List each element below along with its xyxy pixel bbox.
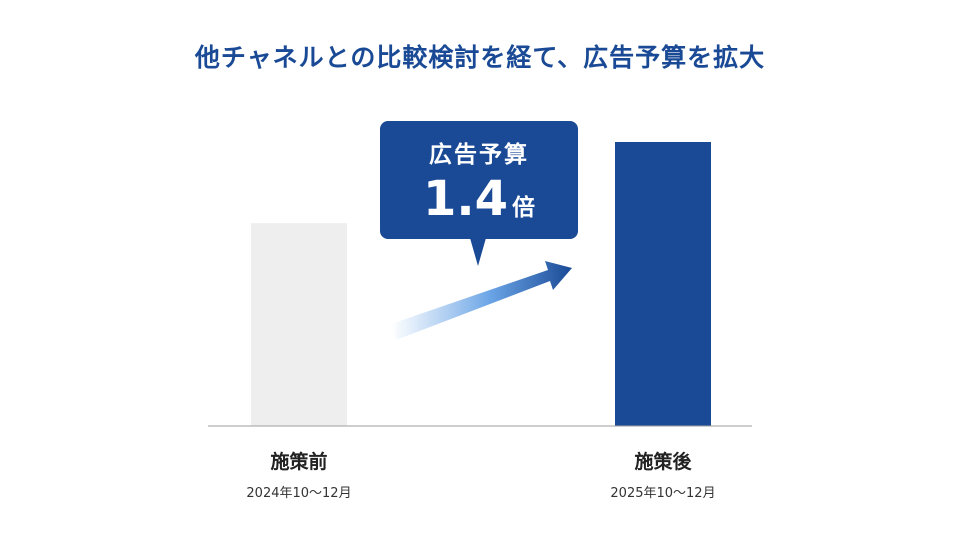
category-label-after: 施策後 <box>634 451 692 473</box>
period-label-after: 2025年10〜12月 <box>610 486 716 501</box>
callout-value: 1.4 <box>422 171 509 227</box>
callout-value-row: 1.4 倍 <box>380 171 578 227</box>
callout-unit: 倍 <box>512 195 536 221</box>
chart-title: 他チャネルとの比較検討を経て、広告予算を拡大 <box>194 43 766 72</box>
bar-after <box>615 142 711 426</box>
period-label-before: 2024年10〜12月 <box>246 486 352 501</box>
category-label-before: 施策前 <box>270 451 328 473</box>
growth-arrow <box>391 261 572 340</box>
budget-callout: 広告予算 1.4 倍 <box>380 121 578 266</box>
callout-label: 広告予算 <box>429 142 529 168</box>
bar-before <box>251 223 347 426</box>
